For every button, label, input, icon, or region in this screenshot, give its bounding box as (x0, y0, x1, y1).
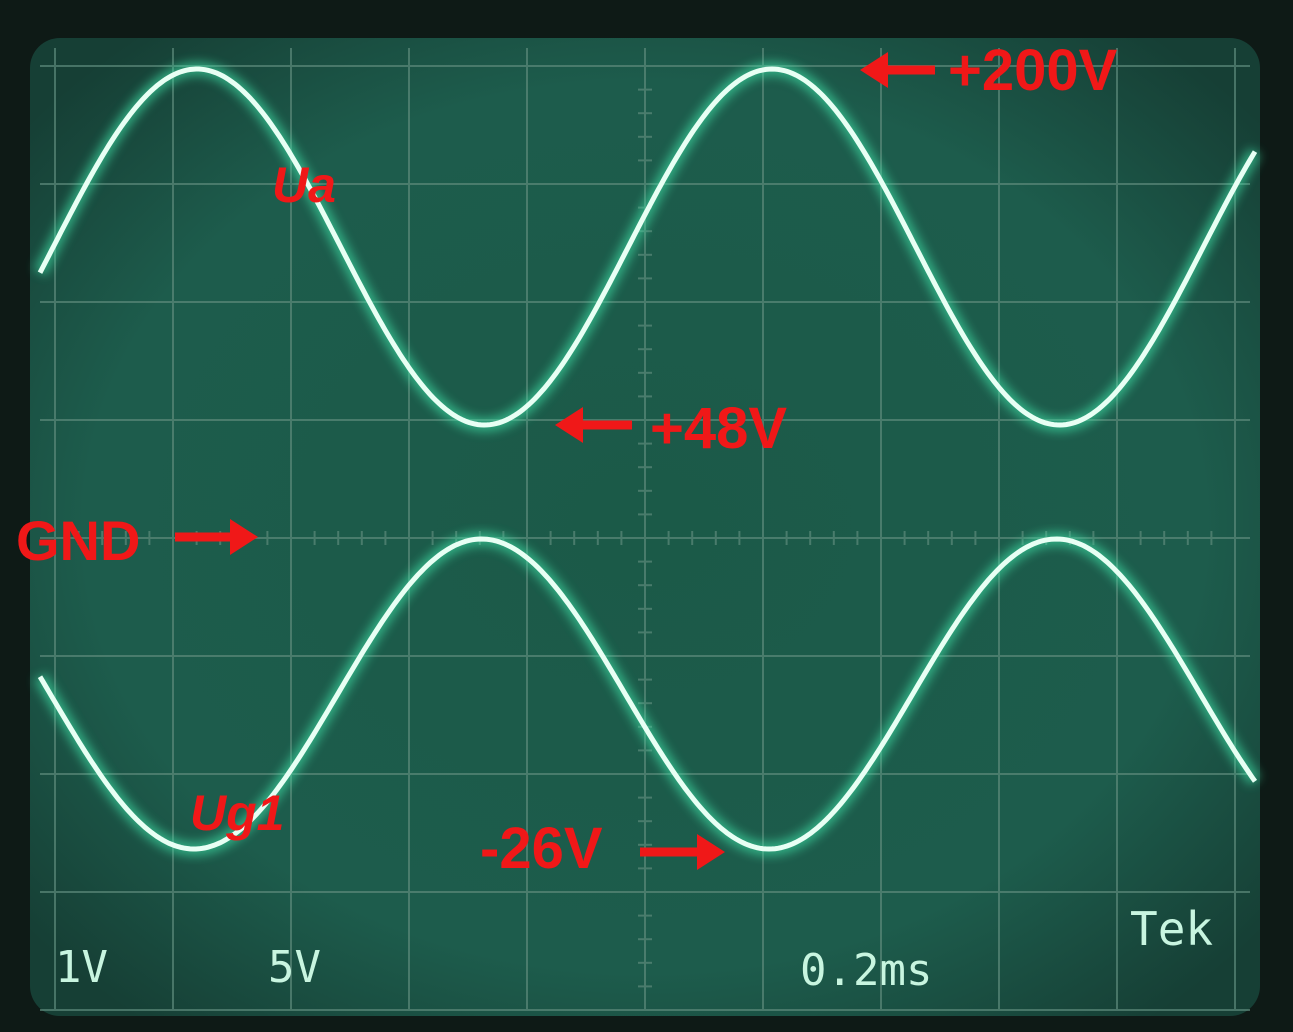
traces (33, 61, 1262, 857)
trace-label: Ua (272, 157, 336, 213)
annotation: GND (16, 509, 140, 572)
readout: Tek (1130, 902, 1213, 956)
arrows (175, 52, 935, 870)
annotation: +200V (948, 38, 1118, 103)
arrow-head (230, 519, 258, 555)
graticule (40, 48, 1250, 1011)
trace-label: Ug1 (190, 785, 284, 841)
arrow-head (555, 407, 583, 443)
annotation: +48V (650, 396, 787, 461)
arrow-head (697, 834, 725, 870)
readout: 1V (55, 942, 108, 993)
trace (37, 536, 1258, 852)
annotation: -26V (480, 816, 603, 881)
trace (37, 66, 1258, 428)
readout: 0.2ms (800, 945, 932, 996)
readout: 5V (268, 942, 321, 993)
arrow-head (860, 52, 888, 88)
